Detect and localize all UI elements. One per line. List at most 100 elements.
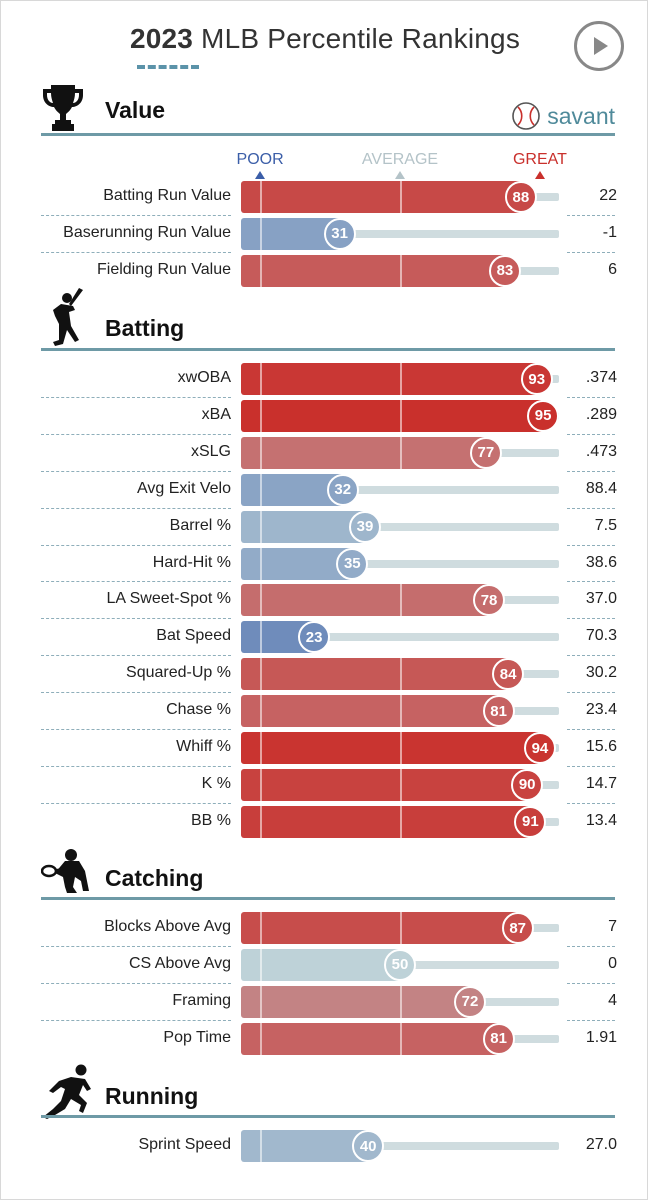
metric-label: Chase %	[166, 701, 231, 719]
metric-label: Pop Time	[163, 1028, 231, 1046]
metric-label: K %	[201, 774, 231, 792]
runner-icon	[41, 1063, 93, 1128]
percentile-bar[interactable]	[241, 181, 521, 213]
percentile-track	[314, 633, 559, 642]
row-separator-right	[567, 544, 615, 546]
metric-value: 7	[608, 918, 617, 935]
row-separator-right	[567, 945, 615, 947]
play-icon	[594, 37, 608, 55]
metric-value: 14.7	[585, 774, 617, 792]
average-reference-line	[400, 399, 402, 432]
poor-reference-line	[260, 547, 263, 580]
metric-value: 15.6	[585, 738, 617, 755]
catcher-icon	[40, 847, 93, 900]
row-separator-right	[567, 618, 615, 620]
average-reference-line	[400, 363, 402, 395]
row-separator-left	[41, 729, 231, 731]
percentile-bar[interactable]	[241, 768, 528, 801]
percentile-badge: 35	[336, 547, 369, 580]
metric-label: Baserunning Run Value	[63, 223, 231, 241]
average-reference-line	[400, 912, 402, 944]
percentile-badge: 81	[482, 695, 515, 728]
row-separator-left	[41, 251, 231, 253]
percentile-bar[interactable]	[241, 985, 470, 1018]
percentile-bar[interactable]	[241, 1022, 499, 1055]
percentile-bar[interactable]	[241, 254, 505, 287]
percentile-bar[interactable]	[241, 584, 490, 617]
section-rule-catching	[41, 897, 615, 900]
percentile-track	[504, 266, 559, 275]
section-rule-value	[41, 133, 615, 136]
metric-label: Sprint Speed	[138, 1136, 231, 1153]
percentile-bar[interactable]	[241, 732, 540, 764]
metric-label: xSLG	[190, 442, 231, 460]
row-separator-left	[41, 982, 231, 984]
percentile-track	[498, 1034, 559, 1043]
percentile-badge: 78	[473, 584, 506, 617]
average-reference-line	[400, 805, 402, 838]
poor-reference-line	[260, 695, 263, 728]
average-reference-line	[400, 1022, 402, 1055]
metric-value: 23.4	[585, 701, 617, 719]
poor-reference-line	[260, 985, 263, 1018]
section-rule-batting	[41, 348, 615, 351]
percentile-track	[365, 522, 559, 531]
poor-reference-line	[260, 584, 263, 617]
percentile-badge: 94	[523, 732, 556, 764]
metric-value: 0	[608, 954, 617, 972]
percentile-badge: 93	[520, 363, 553, 395]
metric-value: 4	[608, 991, 617, 1009]
metric-value: 37.0	[585, 590, 617, 608]
section-title-catching: Catching	[105, 865, 204, 891]
metric-label: CS Above Avg	[129, 954, 231, 972]
percentile-badge: 81	[482, 1022, 515, 1055]
section-title-running: Running	[105, 1083, 199, 1109]
percentile-bar[interactable]	[241, 217, 340, 250]
percentile-bar[interactable]	[241, 436, 486, 469]
percentile-track	[469, 997, 559, 1006]
metric-label: LA Sweet-Spot %	[106, 590, 231, 608]
poor-reference-line	[260, 805, 263, 838]
poor-reference-line	[260, 363, 263, 395]
metric-label: Framing	[172, 991, 231, 1009]
scale-label-great: GREAT	[512, 151, 567, 168]
percentile-badge: 88	[504, 181, 537, 213]
metric-value: -1	[602, 223, 617, 241]
percentile-badge: 90	[511, 768, 544, 801]
poor-reference-line	[260, 399, 263, 432]
poor-reference-line	[260, 912, 263, 944]
percentile-track	[339, 229, 559, 238]
percentile-bar[interactable]	[241, 363, 537, 395]
scale-label-poor: POOR	[236, 151, 284, 168]
play-button[interactable]	[574, 21, 624, 71]
scale-arrow-poor	[255, 171, 266, 179]
percentile-bar[interactable]	[241, 695, 499, 728]
percentile-bar[interactable]	[241, 912, 518, 944]
percentile-bar[interactable]	[241, 658, 509, 691]
row-separator-right	[567, 214, 615, 216]
percentile-track	[489, 596, 559, 605]
percentile-bar[interactable]	[241, 1130, 369, 1162]
row-separator-left	[41, 544, 231, 546]
row-separator-left	[41, 1019, 231, 1021]
average-reference-line	[400, 985, 402, 1018]
row-separator-left	[41, 433, 231, 435]
percentile-bar[interactable]	[241, 948, 400, 981]
percentile-bar[interactable]	[241, 399, 544, 432]
percentile-track	[498, 707, 559, 716]
scale-arrow-great	[534, 171, 545, 179]
scale-arrow-average	[395, 171, 405, 179]
poor-reference-line	[260, 1130, 263, 1162]
baseball-icon	[512, 102, 541, 130]
poor-reference-line	[260, 473, 263, 506]
percentile-badge: 91	[514, 805, 547, 838]
metric-label: Batting Run Value	[103, 187, 231, 204]
metric-value: 38.6	[585, 553, 617, 571]
percentile-badge: 87	[501, 912, 534, 944]
percentile-bar[interactable]	[241, 473, 343, 506]
row-separator-left	[41, 655, 231, 657]
metric-label: Blocks Above Avg	[104, 918, 231, 935]
percentile-bar[interactable]	[241, 547, 353, 580]
percentile-bar[interactable]	[241, 805, 531, 838]
page-title: 2023 MLB Percentile Rankings	[129, 23, 521, 54]
